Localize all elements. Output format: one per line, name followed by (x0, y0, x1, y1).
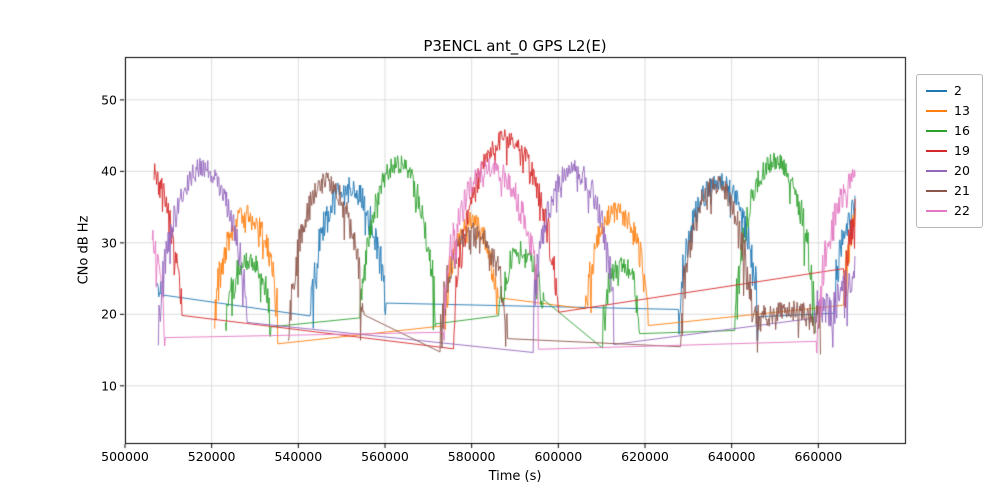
legend: 2 13 16 19 20 21 22 (916, 74, 983, 228)
legend-label: 2 (954, 82, 962, 98)
x-tick-label: 520000 (187, 449, 236, 464)
legend-item: 16 (926, 122, 970, 140)
legend-line-swatch (926, 90, 947, 92)
chart-title: P3ENCL ant_0 GPS L2(E) (423, 37, 607, 55)
y-tick-label: 50 (101, 92, 117, 108)
y-tick-label: 40 (101, 163, 117, 179)
y-tick-label: 20 (101, 306, 117, 322)
legend-line-swatch (926, 150, 947, 152)
legend-item: 19 (926, 142, 970, 160)
x-tick-label: 540000 (274, 449, 323, 464)
legend-label: 13 (954, 102, 970, 118)
x-tick-label: 620000 (621, 449, 669, 464)
legend-line-swatch (926, 190, 947, 192)
x-tick-label: 640000 (707, 449, 756, 464)
legend-item: 21 (926, 182, 970, 200)
legend-line-swatch (926, 210, 947, 212)
legend-label: 21 (954, 182, 970, 198)
y-tick-label: 30 (101, 235, 117, 251)
x-tick-label: 600000 (534, 449, 583, 464)
x-tick-label: 560000 (361, 449, 409, 464)
y-tick-label: 10 (101, 378, 117, 394)
legend-item: 20 (926, 162, 970, 180)
x-tick-label: 580000 (447, 449, 496, 464)
legend-item: 22 (926, 202, 970, 220)
legend-line-swatch (926, 130, 947, 132)
legend-line-swatch (926, 110, 947, 112)
legend-label: 20 (954, 162, 970, 178)
x-axis-label: Time (s) (488, 469, 542, 484)
x-tick-label: 660000 (794, 449, 843, 464)
legend-label: 19 (954, 142, 970, 158)
legend-item: 13 (926, 102, 970, 120)
legend-line-swatch (926, 170, 947, 172)
legend-label: 16 (954, 122, 970, 138)
legend-item: 2 (926, 82, 970, 100)
x-tick-label: 500000 (101, 449, 149, 464)
legend-label: 22 (954, 202, 970, 218)
